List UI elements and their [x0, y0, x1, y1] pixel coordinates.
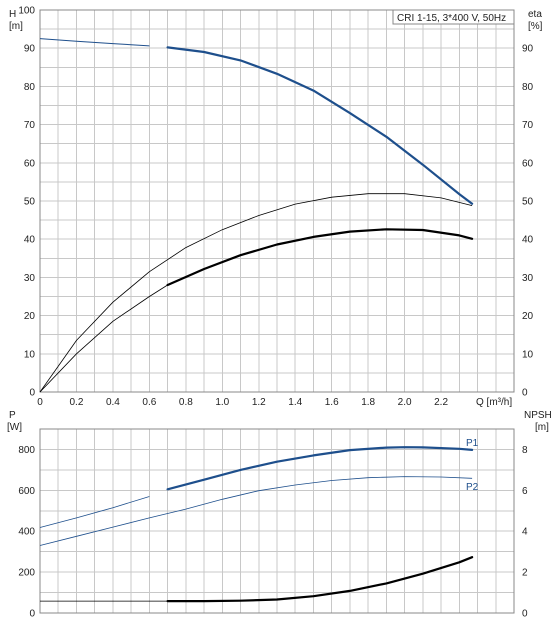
top-left-tick-label: 50	[24, 197, 36, 208]
x-tick-label: 1.2	[252, 397, 266, 408]
top-series-2-line	[39, 284, 168, 393]
bottom-right-tick-label: 8	[522, 445, 528, 456]
top-left-tick-label: 30	[24, 273, 36, 284]
x-tick-label: 1.0	[215, 397, 229, 408]
bottom-left-axis-unit: [W]	[7, 422, 22, 433]
head-efficiency-chart: 0 10 20 30 40 50 60 70 80 90 100 0 10 20 30 40 50 60 70 80 9…	[9, 6, 543, 409]
series-label-p2: P2	[466, 482, 479, 493]
top-right-tick-label: 10	[522, 349, 534, 360]
top-left-tick-label: 90	[24, 44, 36, 55]
bottom-series-0-line	[39, 496, 150, 528]
top-series-0-operating-range	[166, 46, 474, 205]
top-left-tick-label: 100	[18, 6, 35, 17]
bottom-right-tick-label: 2	[522, 568, 528, 579]
top-left-tick-label: 80	[24, 82, 36, 93]
bottom-left-axis-title: P	[9, 410, 16, 421]
top-right-axis-title: eta	[528, 9, 542, 20]
top-right-tick-label: 40	[522, 235, 534, 246]
bottom-right-axis-unit: [m]	[535, 422, 549, 433]
x-tick-label: 1.6	[325, 397, 339, 408]
top-left-tick-label: 10	[24, 349, 36, 360]
x-tick-label: 0.8	[179, 397, 193, 408]
bottom-series-0-operating-range	[166, 446, 474, 491]
top-right-tick-label: 20	[522, 311, 534, 322]
x-axis-title: Q [m³/h]	[476, 397, 512, 408]
top-left-axis-title: H	[9, 9, 16, 20]
x-tick-label: 0.4	[106, 397, 120, 408]
bottom-left-tick-label: 200	[18, 568, 35, 579]
bottom-series-1-line	[39, 476, 473, 546]
legend-text: CRI 1-15, 3*400 V, 50Hz	[397, 13, 506, 24]
x-tick-label: 1.4	[288, 397, 302, 408]
top-right-tick-label: 60	[522, 158, 534, 169]
top-plot-frame	[39, 9, 515, 393]
x-tick-label: 0	[37, 397, 43, 408]
x-tick-label: 2.2	[434, 397, 448, 408]
bottom-left-tick-label: 0	[29, 609, 35, 620]
x-tick-label: 2.0	[398, 397, 412, 408]
top-series-2-operating-range	[166, 228, 474, 287]
top-left-tick-label: 0	[29, 388, 35, 399]
series-label-p1: P1	[466, 438, 479, 449]
power-npsh-chart: 0 200 400 600 800 0 2 4 6 8 P [W] NPSH [m] P1 P2	[7, 410, 552, 620]
bottom-right-tick-label: 0	[522, 609, 528, 620]
x-tick-label: 1.8	[361, 397, 375, 408]
bottom-right-tick-label: 6	[522, 486, 528, 497]
top-right-tick-label: 30	[522, 273, 534, 284]
x-tick-label: 0.6	[142, 397, 156, 408]
bottom-left-tick-label: 600	[18, 486, 35, 497]
x-tick-label: 0.2	[70, 397, 84, 408]
bottom-left-tick-label: 800	[18, 445, 35, 456]
top-right-tick-label: 90	[522, 44, 534, 55]
top-series-0-line	[39, 38, 150, 47]
bottom-right-tick-label: 4	[522, 527, 528, 538]
top-left-tick-label: 60	[24, 158, 36, 169]
top-right-tick-label: 70	[522, 120, 534, 131]
top-left-tick-label: 70	[24, 120, 36, 131]
bottom-plot-frame	[39, 428, 515, 614]
bottom-left-tick-label: 400	[18, 527, 35, 538]
top-series-1-line	[39, 193, 473, 393]
top-left-tick-label: 40	[24, 235, 36, 246]
bottom-right-axis-title: NPSH	[524, 410, 552, 421]
legend-box	[392, 9, 515, 25]
top-right-tick-label: 80	[522, 82, 534, 93]
top-right-axis-unit: [%]	[528, 21, 543, 32]
top-right-tick-label: 0	[522, 388, 528, 399]
bottom-series-2-operating-range	[166, 556, 474, 603]
top-right-tick-label: 50	[522, 197, 534, 208]
top-left-axis-unit: [m]	[9, 21, 23, 32]
top-left-tick-label: 20	[24, 311, 36, 322]
